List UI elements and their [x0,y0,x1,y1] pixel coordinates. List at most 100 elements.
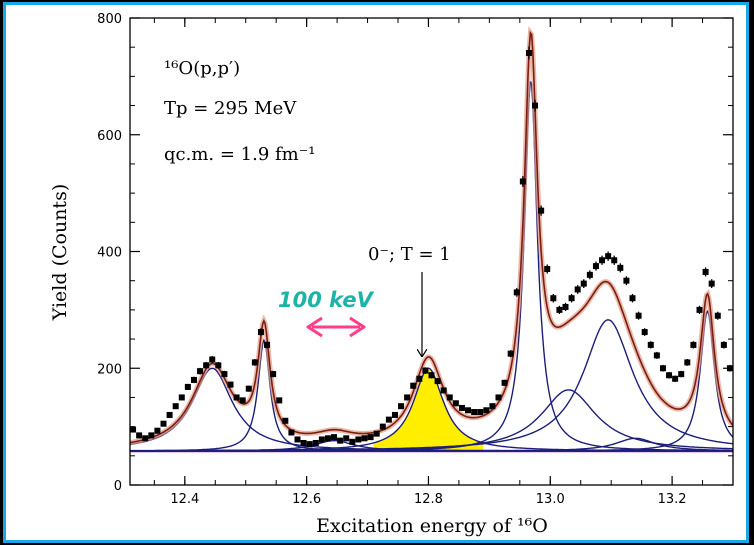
data-point-19 [239,397,246,404]
data-point-24 [270,370,277,378]
x-tick-label-12.6: 12.6 [292,492,321,507]
data-point-69 [544,264,551,274]
data-point-23 [264,341,271,349]
data-point-36 [343,435,350,442]
state-label: 0⁻; T = 1 [368,244,451,265]
data-point-41 [373,430,380,437]
data-point-29 [300,439,307,446]
data-point-64 [513,288,520,297]
fit-layer [130,26,733,446]
data-point-79 [605,251,612,261]
component-layer [130,81,733,452]
data-point-20 [245,385,252,392]
data-point-18 [233,394,240,401]
data-point-80 [611,255,618,265]
component-curve-7 [130,319,733,452]
data-point-92 [684,358,691,366]
data-point-73 [568,293,575,303]
x-tick-label-13.0: 13.0 [536,492,565,507]
data-point-3 [142,435,149,442]
data-point-54 [452,400,459,407]
data-point-52 [440,387,447,394]
x-tick-label-12.4: 12.4 [170,492,199,507]
data-point-71 [556,305,563,314]
data-point-31 [312,439,319,446]
data-point-12 [197,367,204,375]
data-point-61 [495,394,502,401]
data-point-15 [215,361,222,369]
data-point-75 [580,279,587,288]
x-tick-label-12.8: 12.8 [414,492,443,507]
momentum-annotation: qc.m. = 1.9 fm⁻¹ [164,144,315,165]
data-point-70 [550,293,557,303]
data-point-63 [507,350,514,358]
data-point-72 [562,302,569,312]
y-tick-label-800: 800 [97,12,122,27]
y-tick-label-600: 600 [97,129,122,144]
data-point-30 [306,441,313,448]
data-point-21 [251,358,258,366]
total-fit-curve [130,30,733,444]
data-point-67 [532,99,539,112]
x-tick-label-13.2: 13.2 [658,492,687,507]
data-point-32 [318,436,325,443]
data-point-35 [337,437,344,444]
data-point-46 [404,394,411,401]
reaction-annotation: ¹⁶O(p,p′) [164,58,240,79]
data-point-17 [227,381,234,388]
resolution-arrow [306,316,366,338]
data-point-93 [690,341,697,349]
data-point-95 [702,267,709,277]
data-point-88 [659,364,666,372]
data-point-86 [647,341,654,349]
data-point-82 [623,276,630,286]
data-point-26 [282,417,289,424]
data-point-9 [178,394,185,401]
data-point-28 [294,436,301,443]
data-point-62 [501,379,508,386]
highlighted-peak-fill [373,368,484,452]
data-point-48 [416,375,423,382]
data-point-97 [714,311,721,320]
data-point-66 [525,46,532,60]
data-point-83 [629,293,636,303]
y-tick-label-400: 400 [97,246,122,261]
data-point-2 [136,432,143,439]
data-point-25 [276,397,283,404]
figure-panel [3,2,749,543]
data-point-8 [172,403,179,410]
data-point-4 [148,432,155,439]
data-point-90 [672,375,679,382]
data-point-38 [355,436,362,443]
data-point-1 [130,426,137,433]
y-tick-label-0: 0 [114,479,122,494]
data-point-49 [422,367,429,374]
y-tick-label-200: 200 [97,362,122,377]
highlight-layer [373,368,484,452]
data-point-5 [154,427,161,434]
data-point-91 [678,370,685,378]
resolution-label: 100 keV [278,288,375,312]
data-point-94 [696,305,703,314]
data-point-27 [288,429,295,436]
data-point-51 [434,377,441,385]
data-point-44 [391,411,398,418]
data-point-33 [324,435,331,442]
x-axis-label: Excitation energy of ¹⁶O [316,515,548,537]
data-point-57 [471,409,478,416]
data-point-47 [410,382,417,389]
data-point-78 [599,255,606,265]
data-point-40 [367,434,374,441]
data-point-22 [257,328,264,336]
energy-annotation: Tp = 295 MeV [164,98,297,119]
data-point-74 [574,285,581,294]
data-point-85 [641,328,648,336]
data-point-81 [617,263,624,273]
data-point-68 [538,205,545,216]
data-point-56 [465,407,472,414]
data-point-59 [483,407,490,414]
data-point-53 [446,394,453,401]
data-point-42 [379,423,386,430]
